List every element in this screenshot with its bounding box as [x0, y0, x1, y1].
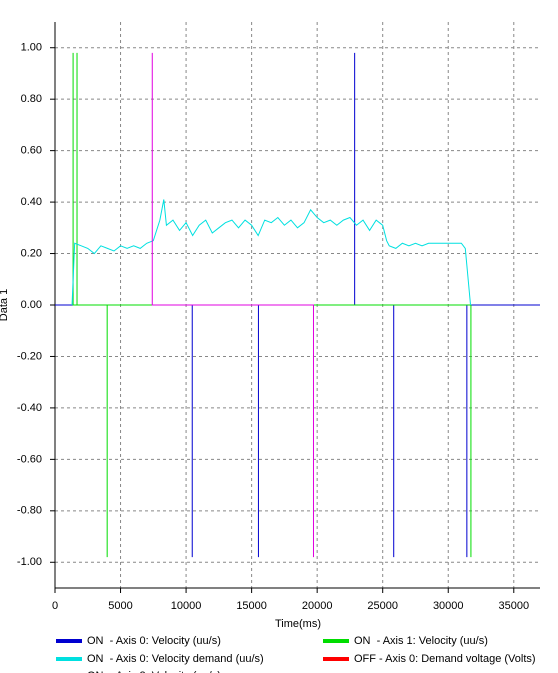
- y-tick-label: 0.60: [21, 145, 42, 157]
- y-tick-label: -0.80: [17, 505, 42, 517]
- x-axis-label: Time(ms): [275, 618, 321, 630]
- x-tick-label: 25000: [367, 600, 398, 612]
- y-tick-label: -0.60: [17, 453, 42, 465]
- y-tick-label: 0.80: [21, 93, 42, 105]
- legend-label: ON - Axis 0: Velocity demand (uu/s): [87, 653, 264, 665]
- x-tick-label: 0: [52, 600, 58, 612]
- x-tick-label: 5000: [108, 600, 132, 612]
- series-line: [151, 52, 314, 558]
- y-tick-label: -0.40: [17, 402, 42, 414]
- x-tick-label: 10000: [171, 600, 202, 612]
- x-tick-label: 20000: [302, 600, 333, 612]
- legend-label: OFF - Axis 0: Demand voltage (Volts): [354, 653, 536, 665]
- legend-label: ON - Axis 2: Velocity (uu/s): [87, 670, 221, 673]
- x-tick-label: 30000: [433, 600, 464, 612]
- series-line: [71, 199, 472, 306]
- y-tick-label: 0.00: [21, 299, 42, 311]
- y-tick-label: 1.00: [21, 42, 42, 54]
- series-line: [55, 52, 540, 558]
- y-tick-label: 0.20: [21, 247, 42, 259]
- x-tick-label: 35000: [498, 600, 529, 612]
- legend-label: ON - Axis 1: Velocity (uu/s): [354, 635, 488, 647]
- x-tick-label: 15000: [236, 600, 267, 612]
- legend-label: ON - Axis 0: Velocity (uu/s): [87, 635, 221, 647]
- y-tick-label: -1.00: [17, 556, 42, 568]
- y-axis-label: Data 1: [0, 289, 10, 321]
- y-tick-label: -0.20: [17, 350, 42, 362]
- series-line: [72, 52, 472, 558]
- y-tick-label: 0.40: [21, 196, 42, 208]
